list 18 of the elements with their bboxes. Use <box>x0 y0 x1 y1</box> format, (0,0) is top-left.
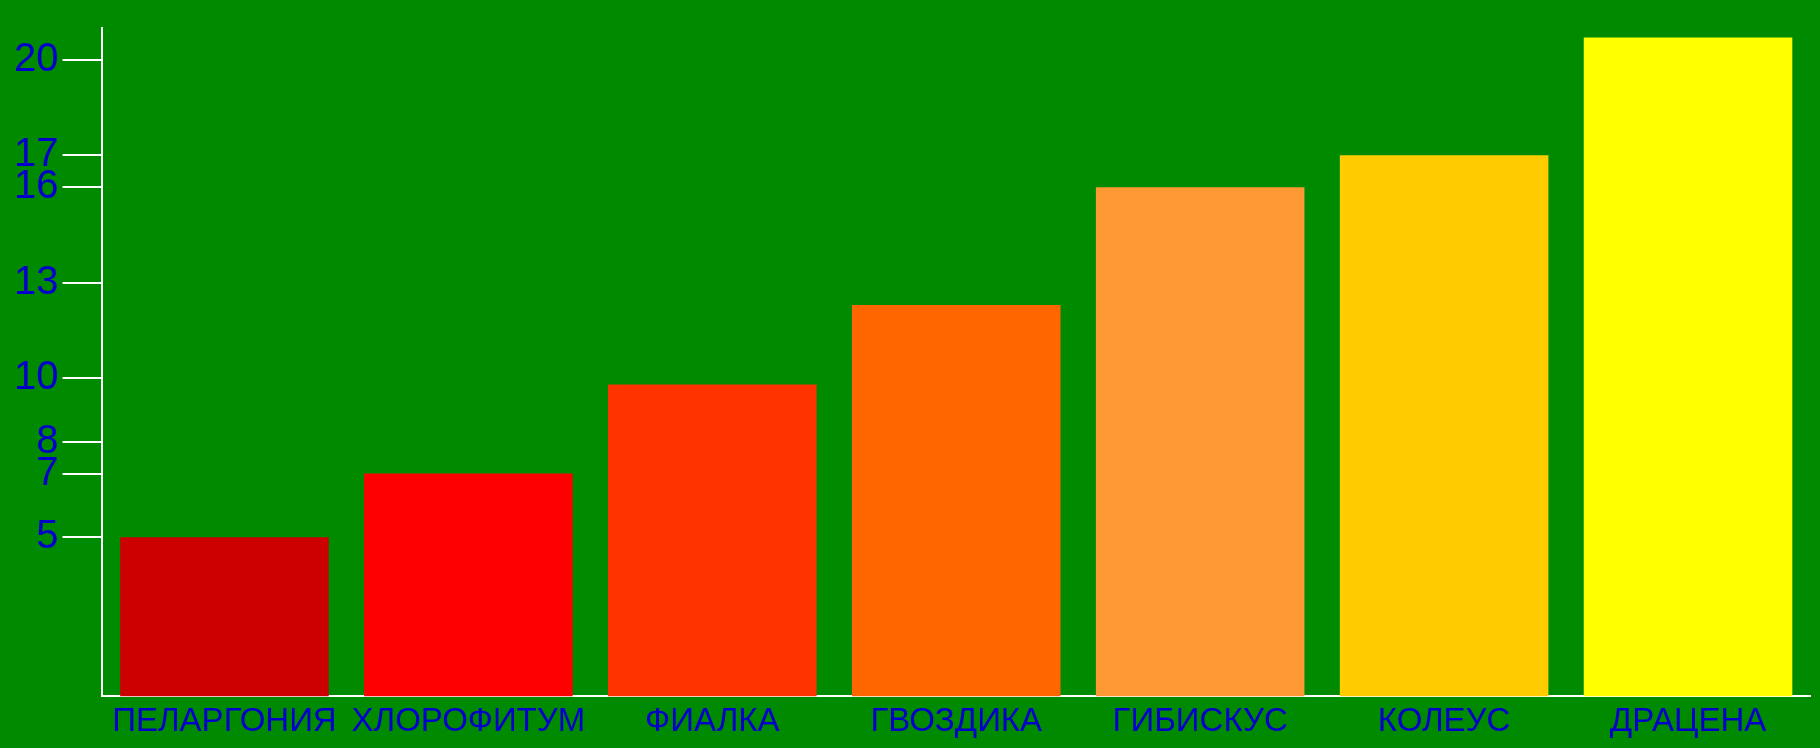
bar <box>608 384 817 697</box>
y-tick-label: 20 <box>13 34 59 79</box>
x-tick-label: ПЕЛАРГОНИЯ <box>112 701 337 739</box>
bar <box>1095 187 1305 697</box>
x-tick-label: ГВОЗДИКА <box>870 701 1043 739</box>
x-tick-label: ГИБИСКУС <box>1112 701 1288 739</box>
y-tick-label: 13 <box>13 257 59 302</box>
bar <box>364 473 573 697</box>
x-tick-label: КОЛЕУС <box>1377 701 1511 739</box>
x-tick-label: ФИАЛКА <box>645 701 780 739</box>
x-tick-label: ХЛОРОФИТУМ <box>351 701 586 739</box>
bar <box>1339 155 1549 697</box>
y-tick-label: 5 <box>36 512 59 557</box>
bar <box>1583 37 1793 697</box>
x-tick-label: ДРАЦЕНА <box>1609 701 1767 739</box>
y-tick-label: 10 <box>13 353 59 398</box>
bar <box>851 304 1061 697</box>
bar <box>120 537 329 697</box>
